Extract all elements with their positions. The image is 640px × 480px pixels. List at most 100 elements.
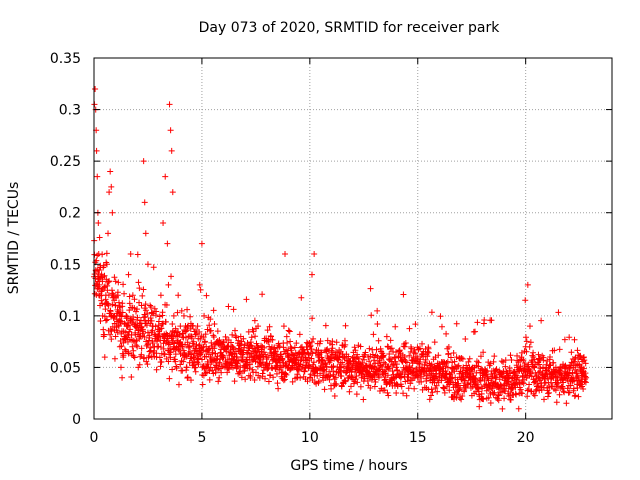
data-point [398, 357, 405, 364]
data-point [509, 385, 516, 392]
data-point [144, 329, 151, 336]
data-point [286, 328, 293, 335]
data-point [283, 371, 290, 378]
data-point [177, 351, 184, 358]
data-point [136, 285, 143, 292]
data-point [458, 396, 465, 403]
data-point [347, 383, 354, 390]
data-point [173, 365, 180, 372]
data-point [522, 334, 529, 341]
y-axis-label: SRMTID / TECUs [6, 182, 22, 295]
data-point [282, 370, 289, 377]
data-point [328, 364, 335, 371]
data-point [167, 127, 174, 134]
data-point [441, 389, 448, 396]
data-point [566, 370, 573, 377]
data-point [131, 354, 138, 361]
data-point [373, 346, 380, 353]
data-point [266, 360, 273, 367]
data-point [102, 317, 109, 324]
data-point [311, 250, 318, 257]
data-point [419, 364, 426, 371]
data-point [102, 292, 109, 299]
data-point [293, 340, 300, 347]
data-point [506, 365, 513, 372]
data-point [239, 353, 246, 360]
data-point [136, 361, 143, 368]
data-point [280, 323, 287, 330]
data-point [380, 354, 387, 361]
data-point [446, 387, 453, 394]
data-point [353, 391, 360, 398]
data-point [214, 328, 221, 335]
data-point [262, 375, 269, 382]
data-point [105, 302, 112, 309]
data-point [477, 378, 484, 385]
data-point [535, 351, 542, 358]
data-point [238, 374, 245, 381]
data-point [140, 330, 147, 337]
data-point [571, 358, 578, 365]
data-point [267, 333, 274, 340]
data-point [494, 395, 501, 402]
data-point [518, 354, 525, 361]
data-point [168, 147, 175, 154]
data-point [246, 343, 253, 350]
data-point [119, 374, 126, 381]
data-point [462, 335, 469, 342]
data-point [382, 361, 389, 368]
data-point [561, 389, 568, 396]
data-point [141, 199, 148, 206]
data-point [209, 367, 216, 374]
data-point [319, 364, 326, 371]
y-tick-labels: 0 0.05 0.1 0.15 0.2 0.25 0.3 0.35 [50, 51, 81, 428]
data-point [566, 389, 573, 396]
data-point [162, 318, 169, 325]
data-point [470, 374, 477, 381]
data-point [134, 314, 141, 321]
data-point [112, 333, 119, 340]
data-point [165, 358, 172, 365]
data-point [225, 342, 232, 349]
data-point [172, 325, 179, 332]
data-point [241, 344, 248, 351]
data-point [241, 341, 248, 348]
data-point [252, 333, 259, 340]
data-point [372, 378, 379, 385]
data-point [582, 360, 589, 367]
data-point [111, 274, 118, 281]
data-point [574, 385, 581, 392]
data-point [117, 319, 124, 326]
data-point [150, 264, 157, 271]
data-point [272, 364, 279, 371]
data-points [91, 85, 590, 412]
data-point [134, 343, 141, 350]
data-point [100, 262, 107, 269]
data-point [250, 328, 257, 335]
data-point [556, 346, 563, 353]
data-point [236, 368, 243, 375]
data-point [445, 343, 452, 350]
data-point [288, 351, 295, 358]
data-point [246, 361, 253, 368]
data-point [432, 364, 439, 371]
data-point [454, 391, 461, 398]
data-point [574, 347, 581, 354]
data-point [561, 336, 568, 343]
data-point [144, 361, 151, 368]
data-point [342, 378, 349, 385]
data-point [478, 390, 485, 397]
data-point [359, 360, 366, 367]
data-point [143, 322, 150, 329]
data-point [212, 369, 219, 376]
data-point [388, 374, 395, 381]
data-point [515, 405, 522, 412]
data-point [252, 358, 259, 365]
data-point [233, 354, 240, 361]
data-point [192, 364, 199, 371]
data-point [393, 361, 400, 368]
data-point [119, 300, 126, 307]
data-point [477, 353, 484, 360]
data-point [148, 317, 155, 324]
